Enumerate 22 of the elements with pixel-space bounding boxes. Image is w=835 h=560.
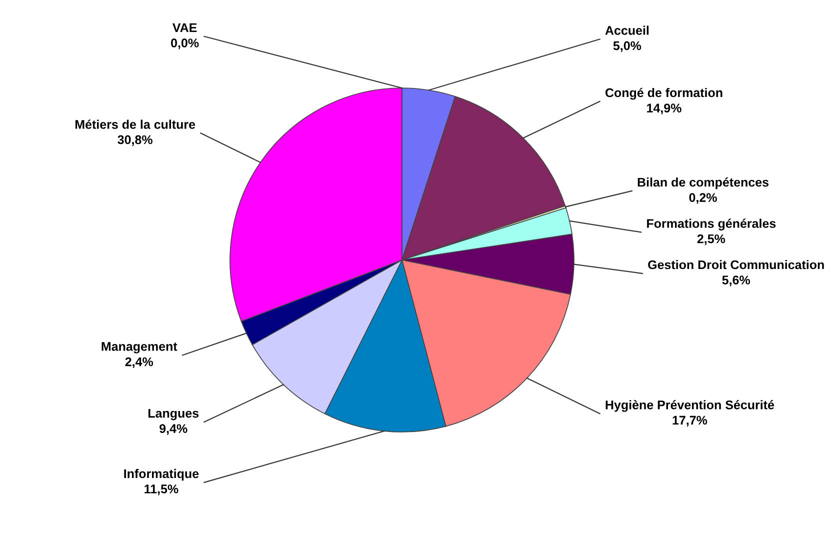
data-label: 5,0% — [613, 41, 642, 52]
data-label: 2,5% — [697, 234, 726, 246]
data-label: 0,2% — [689, 193, 717, 204]
data-label: 9,4% — [160, 424, 188, 435]
slice-label: Accueil — [605, 26, 649, 35]
slice-label: Formations générales — [647, 218, 776, 230]
category-label: VAE — [172, 23, 197, 32]
slice-label: Bilan de compétences — [638, 177, 768, 190]
text: 0,0% — [171, 38, 199, 50]
slice-label: Gestion Droit Communication — [648, 260, 824, 270]
slice-label: Métiers de la culture — [75, 120, 196, 129]
data-label: 14,9% — [647, 104, 682, 114]
data-label: 11,5% — [144, 484, 178, 496]
data-label: 17,7% — [672, 416, 708, 426]
slice-label: Informatique — [124, 468, 199, 481]
slice-label: Management — [102, 342, 178, 354]
slice-label: Hygiène Prévention Sécurité — [606, 400, 774, 412]
slice-label: Congé de formation — [605, 88, 722, 100]
slice-label: Langues — [148, 408, 199, 420]
data-label: 2,4% — [125, 357, 154, 368]
data-label: 5,6% — [722, 276, 750, 286]
data-label: 30,8% — [118, 135, 152, 146]
